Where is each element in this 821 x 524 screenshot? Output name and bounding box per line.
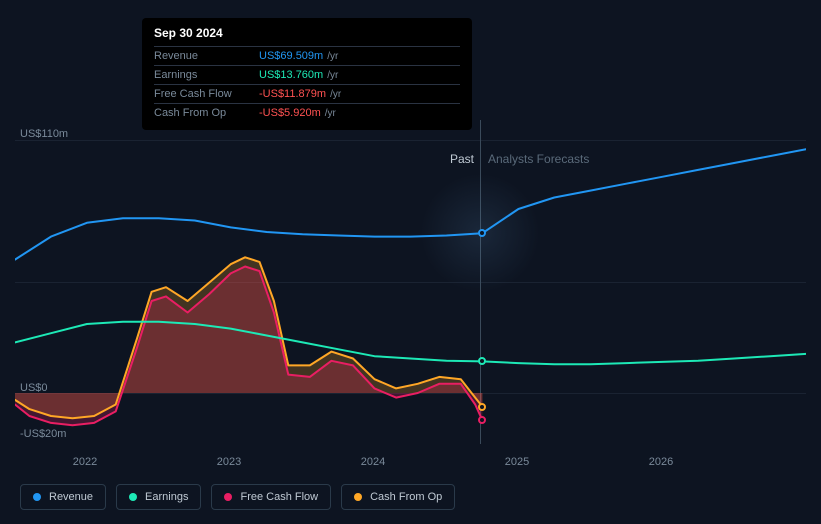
tooltip-row: RevenueUS$69.509m/yr — [154, 46, 460, 65]
series-marker-fcf — [478, 416, 486, 424]
legend-earnings[interactable]: Earnings — [116, 484, 201, 510]
tooltip-metric-unit: /yr — [327, 51, 338, 62]
series-marker-cfo — [478, 403, 486, 411]
series-marker-revenue — [478, 229, 486, 237]
tooltip-metric-label: Free Cash Flow — [154, 88, 259, 100]
x-axis-label: 2022 — [73, 456, 97, 468]
series-line-revenue — [15, 149, 806, 259]
legend-label: Free Cash Flow — [240, 491, 318, 503]
tooltip-metric-label: Revenue — [154, 50, 259, 62]
tooltip-date: Sep 30 2024 — [154, 26, 460, 46]
tooltip-metric-value: -US$5.920m — [259, 107, 321, 119]
series-marker-earnings — [478, 357, 486, 365]
y-axis-label: -US$20m — [20, 428, 66, 440]
legend-label: Earnings — [145, 491, 188, 503]
tooltip-metric-value: US$69.509m — [259, 50, 323, 62]
section-label-past: Past — [450, 152, 474, 166]
data-tooltip: Sep 30 2024 RevenueUS$69.509m/yrEarnings… — [142, 18, 472, 130]
tooltip-metric-value: -US$11.879m — [259, 88, 326, 100]
x-axis-label: 2025 — [505, 456, 529, 468]
legend-label: Cash From Op — [370, 491, 442, 503]
tooltip-row: EarningsUS$13.760m/yr — [154, 65, 460, 84]
legend-revenue[interactable]: Revenue — [20, 484, 106, 510]
legend-dot-icon — [224, 493, 232, 501]
section-label-forecast: Analysts Forecasts — [488, 152, 589, 166]
tooltip-metric-label: Cash From Op — [154, 107, 259, 119]
legend-fcf[interactable]: Free Cash Flow — [211, 484, 331, 510]
tooltip-metric-unit: /yr — [327, 70, 338, 81]
gridline — [15, 393, 806, 394]
past-forecast-divider — [480, 120, 481, 444]
y-axis-label: US$110m — [20, 128, 68, 140]
x-axis-label: 2024 — [361, 456, 385, 468]
tooltip-metric-label: Earnings — [154, 69, 259, 81]
legend-cfo[interactable]: Cash From Op — [341, 484, 455, 510]
series-line-fcf — [15, 267, 482, 426]
tooltip-row: Free Cash Flow-US$11.879m/yr — [154, 84, 460, 103]
legend-label: Revenue — [49, 491, 93, 503]
legend: Revenue Earnings Free Cash Flow Cash From O… — [20, 484, 455, 510]
gridline — [15, 140, 806, 141]
legend-dot-icon — [33, 493, 41, 501]
gridline — [15, 282, 806, 283]
tooltip-row: Cash From Op-US$5.920m/yr — [154, 103, 460, 122]
x-axis-label: 2026 — [649, 456, 673, 468]
series-line-earnings — [15, 322, 806, 365]
tooltip-metric-unit: /yr — [325, 108, 336, 119]
series-fill-fcf — [15, 267, 482, 426]
tooltip-metric-unit: /yr — [330, 89, 341, 100]
x-axis-label: 2023 — [217, 456, 241, 468]
y-axis-label: US$0 — [20, 382, 48, 394]
legend-dot-icon — [129, 493, 137, 501]
legend-dot-icon — [354, 493, 362, 501]
tooltip-metric-value: US$13.760m — [259, 69, 323, 81]
